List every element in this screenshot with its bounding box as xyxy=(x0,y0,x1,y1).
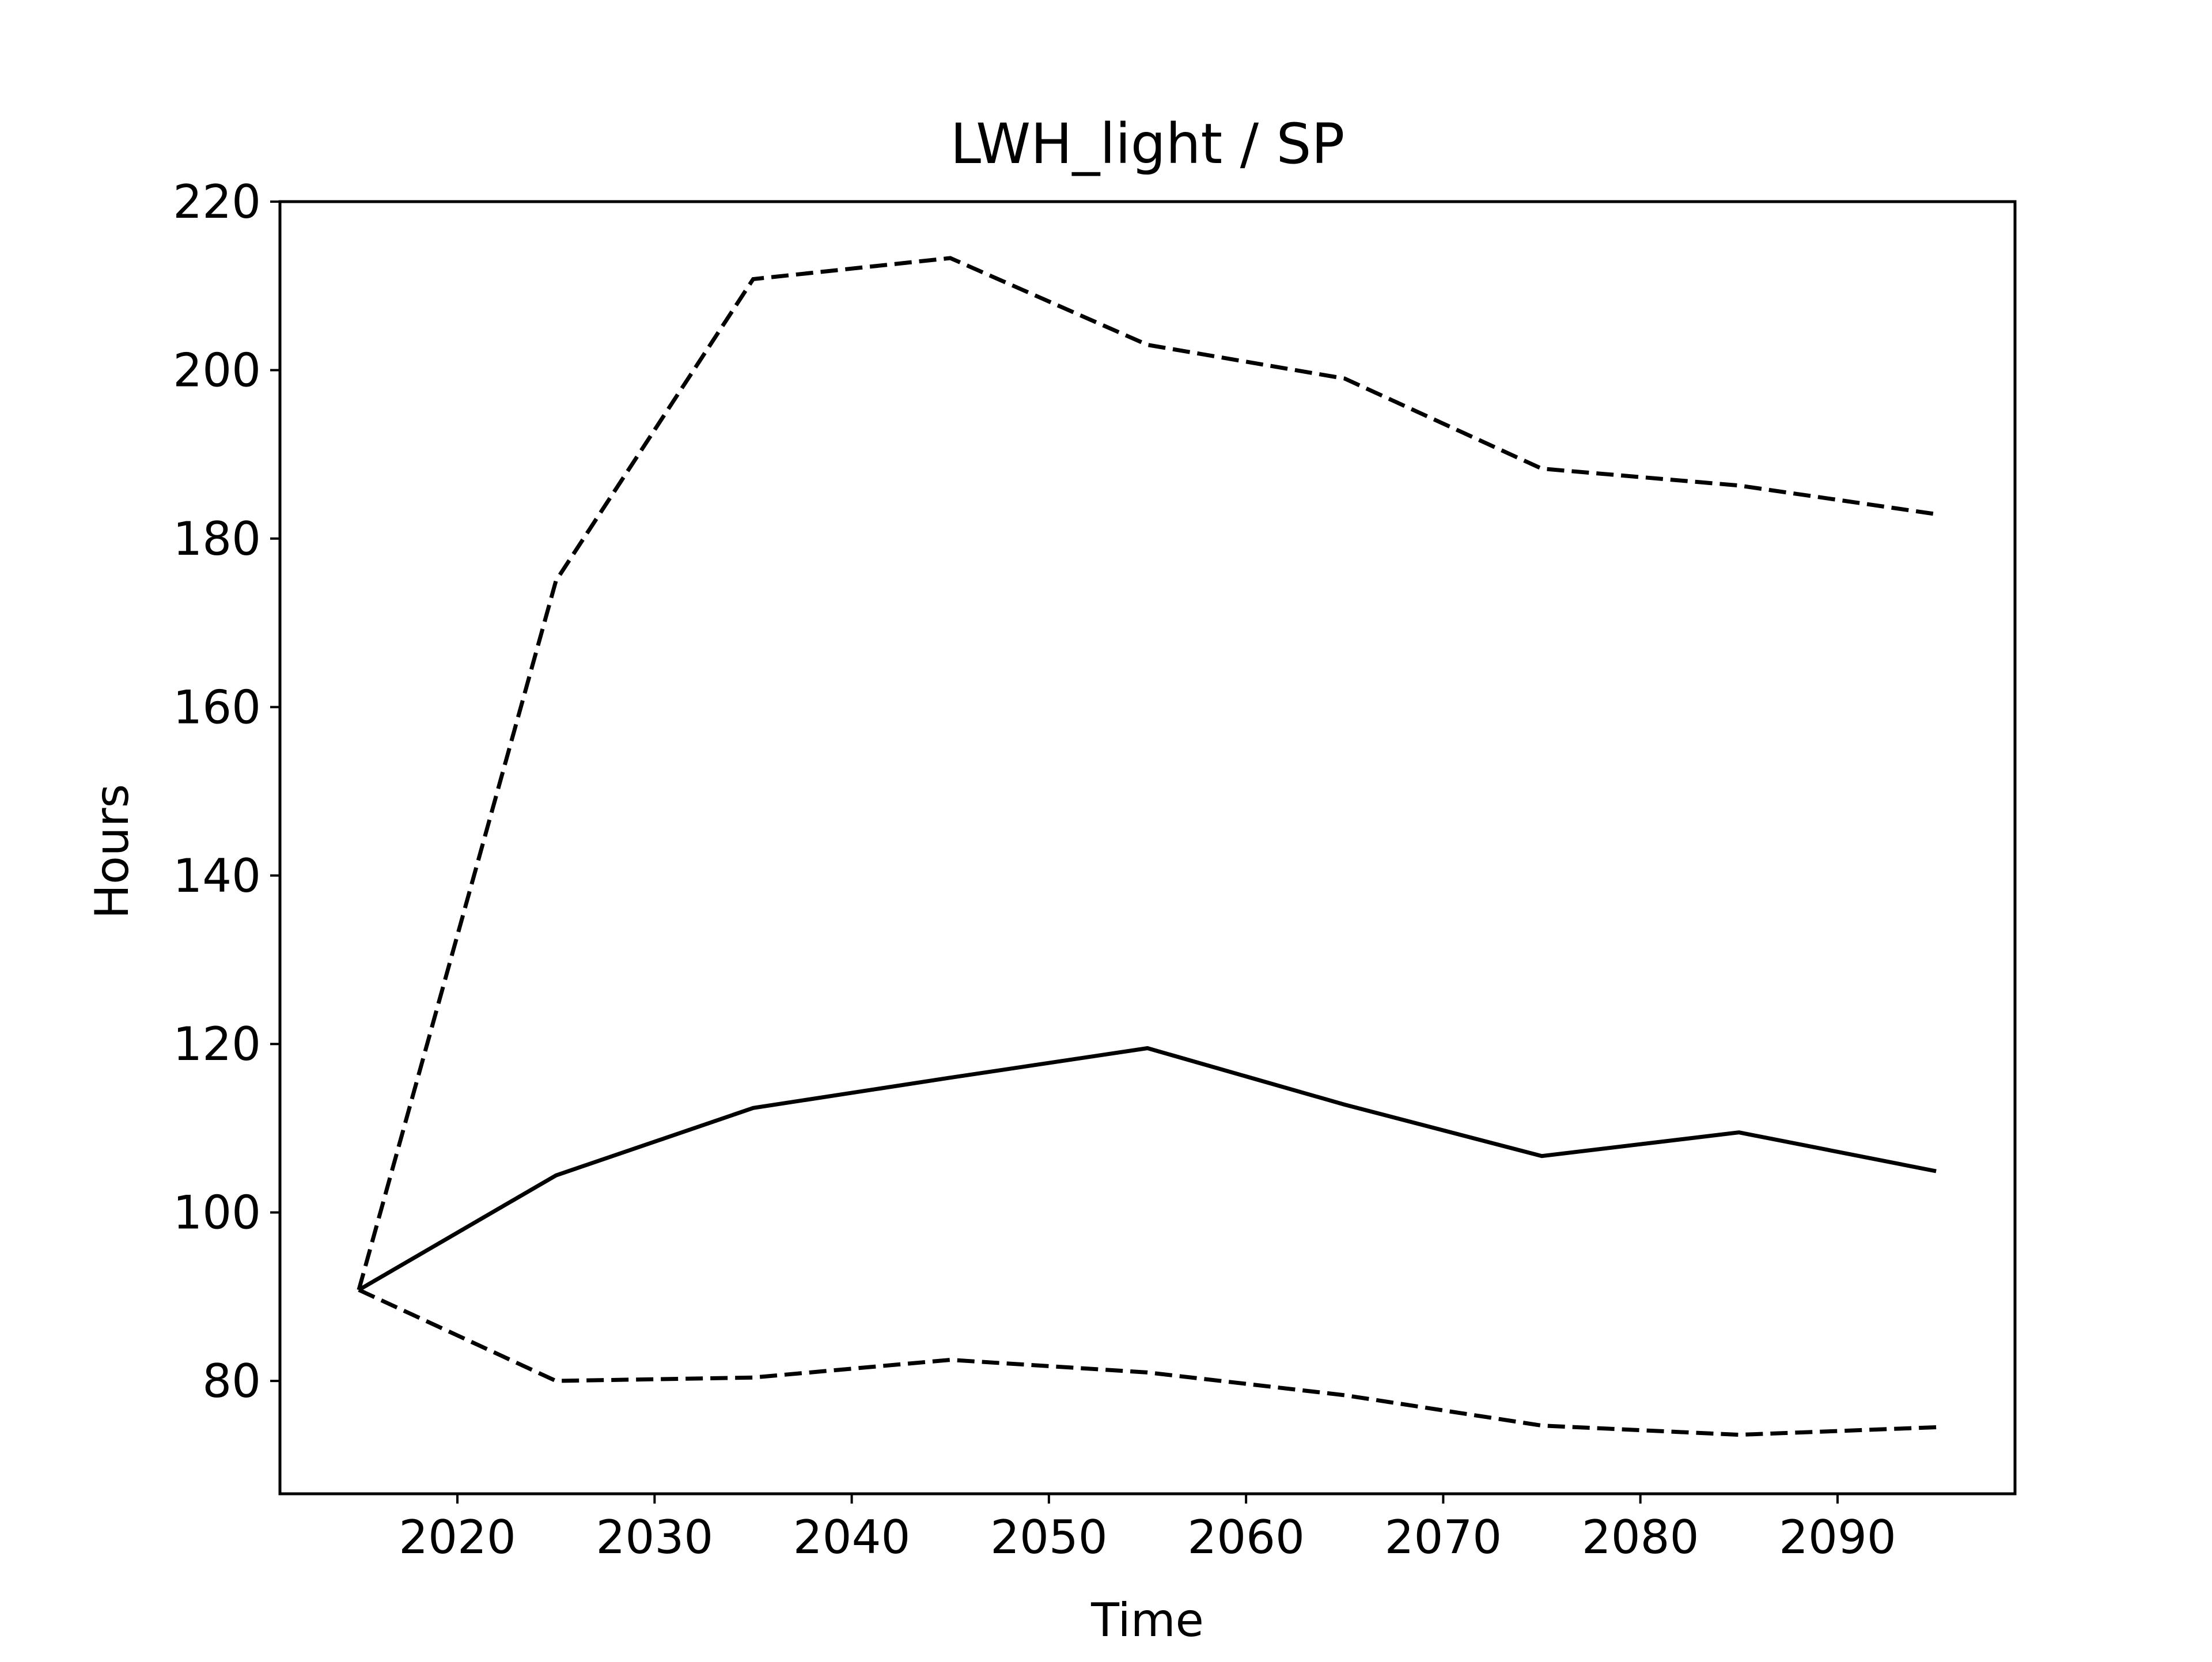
x-tick-label: 2060 xyxy=(1187,1510,1305,1564)
y-tick-label: 160 xyxy=(173,680,261,734)
x-tick-label: 2080 xyxy=(1582,1510,1699,1564)
x-tick-label: 2090 xyxy=(1779,1510,1896,1564)
y-tick-label: 100 xyxy=(173,1186,261,1240)
x-tick-label: 2070 xyxy=(1385,1510,1502,1564)
x-tick-label: 2040 xyxy=(793,1510,911,1564)
y-tick-label: 220 xyxy=(173,175,261,229)
y-axis-label: Hours xyxy=(85,784,139,919)
x-tick-label: 2050 xyxy=(990,1510,1108,1564)
x-tick-label: 2030 xyxy=(596,1510,714,1564)
x-tick-label: 2020 xyxy=(399,1510,516,1564)
y-tick-label: 120 xyxy=(173,1017,261,1071)
series-line-1 xyxy=(358,1046,1937,1292)
x-axis-ticks: 2020 2030 2040 2050 2060 2070 2080 2090 xyxy=(399,1494,1896,1564)
series-line-3 xyxy=(358,1288,1937,1437)
y-tick-label: 180 xyxy=(173,512,261,566)
y-tick-label: 200 xyxy=(173,343,261,397)
series-layer xyxy=(357,256,1937,1437)
series-line-2 xyxy=(357,256,1937,1291)
x-axis-label: Time xyxy=(1090,1593,1204,1647)
y-tick-label: 80 xyxy=(202,1354,261,1408)
y-tick-label: 140 xyxy=(173,849,261,903)
y-axis-ticks: 80 100 120 140 160 180 200 220 xyxy=(173,175,280,1408)
chart-title: LWH_light / SP xyxy=(950,112,1345,176)
plot-frame xyxy=(278,200,2017,1496)
